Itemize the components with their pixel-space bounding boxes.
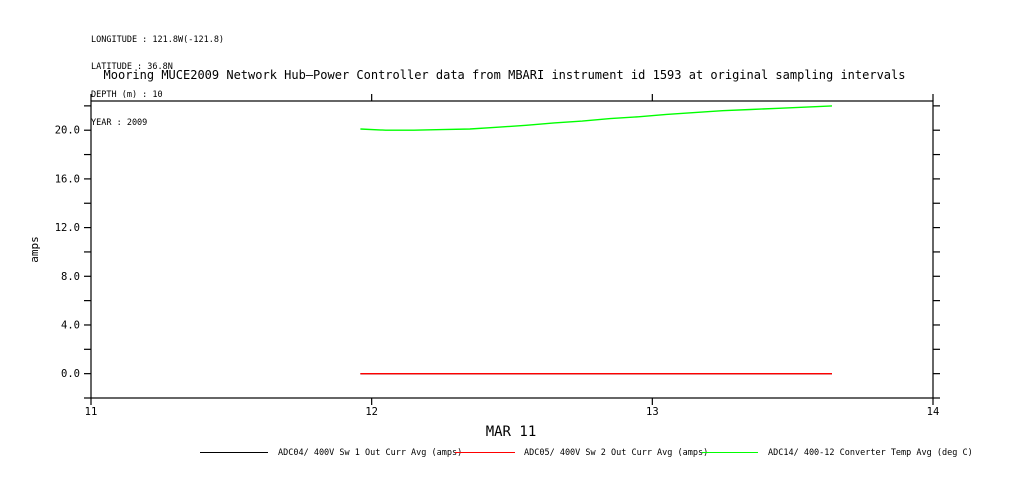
legend-label-adc05: ADC05/ 400V Sw 2 Out Curr Avg (amps) bbox=[524, 448, 709, 458]
plot-frame bbox=[90, 100, 934, 399]
y-tick-label: 0.0 bbox=[61, 368, 80, 380]
metadata-latitude: LATITUDE : 36.8N bbox=[91, 62, 173, 73]
series-line-2 bbox=[360, 105, 833, 131]
chart-title: Mooring MUCE2009 Network Hub–Power Contr… bbox=[103, 68, 906, 82]
metadata-depth: DEPTH (m) : 10 bbox=[91, 90, 163, 101]
metadata-year: YEAR : 2009 bbox=[91, 118, 148, 129]
y-axis-title: amps bbox=[28, 236, 41, 263]
x-tick-label: 12 bbox=[365, 406, 378, 418]
legend-label-adc14: ADC14/ 400-12 Converter Temp Avg (deg C) bbox=[768, 448, 973, 458]
legend-line-adc04 bbox=[200, 452, 268, 453]
legend-line-adc14 bbox=[702, 452, 758, 453]
x-tick-label: 13 bbox=[646, 406, 659, 418]
x-axis-title: MAR 11 bbox=[486, 424, 537, 440]
metadata-longitude: LONGITUDE : 121.8W(-121.8) bbox=[91, 34, 225, 45]
y-tick-label: 16.0 bbox=[55, 173, 80, 185]
x-tick-label: 11 bbox=[85, 406, 98, 418]
legend: ADC04/ 400V Sw 1 Out Curr Avg (amps) ADC… bbox=[0, 0, 1009, 458]
x-tick-label: 14 bbox=[927, 406, 940, 418]
legend-label-adc04: ADC04/ 400V Sw 1 Out Curr Avg (amps) bbox=[278, 448, 463, 458]
y-tick-label: 20.0 bbox=[55, 125, 80, 137]
y-tick-label: 8.0 bbox=[61, 271, 80, 283]
y-tick-label: 4.0 bbox=[61, 319, 80, 331]
metadata-block: LONGITUDE : 121.8W(-121.8) LATITUDE : 36… bbox=[91, 17, 224, 147]
y-tick-label: 12.0 bbox=[55, 222, 80, 234]
legend-line-adc05 bbox=[455, 452, 515, 453]
